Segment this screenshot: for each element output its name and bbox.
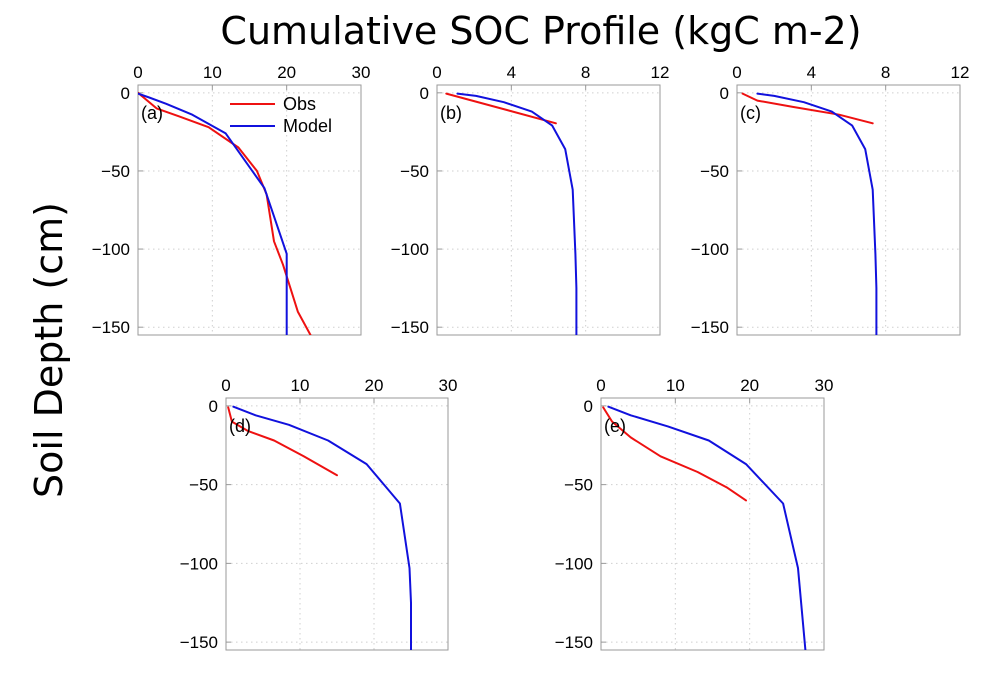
panel-5-ytick-label-1: −50: [564, 476, 593, 495]
panel-5-xtick-label-3: 30: [815, 376, 834, 395]
panel-2-label: (b): [440, 103, 462, 123]
panel-2-xtick-label-2: 8: [581, 63, 590, 82]
panel-4: 0 10 20 30 0 −50 −100 −150 (d): [180, 376, 458, 652]
panel-5-frame: [600, 397, 825, 651]
panel-5-label: (e): [604, 416, 626, 436]
panel-4-xtick-label-1: 10: [291, 376, 310, 395]
panel-3-label: (c): [740, 103, 761, 123]
panel-2: 0 4 8 12 0 −50 −100 −150 (b): [391, 63, 670, 337]
panel-4-ytick-label-1: −50: [189, 476, 218, 495]
panel-1-ytick-label-2: −100: [92, 240, 130, 259]
panel-1-xtick-label-2: 20: [277, 63, 296, 82]
panel-2-xtick-label-1: 4: [507, 63, 516, 82]
panel-5-series-model-line: [607, 405, 807, 650]
panel-4-frame: [225, 397, 449, 651]
panel-2-ytick-label-2: −100: [391, 240, 429, 259]
panel-5: 0 10 20 30 0 −50 −100 −150 (e): [555, 376, 834, 652]
panel-4-xtick-label-2: 20: [365, 376, 384, 395]
panel-3-series-obs-line: [741, 92, 874, 125]
panel-2-ytick-label-0: 0: [420, 84, 429, 103]
panel-5-ytick-label-0: 0: [584, 397, 593, 416]
panel-1-frame: [137, 84, 362, 336]
panel-1-ytick-label-3: −150: [92, 318, 130, 337]
panel-5-xtick-label-0: 0: [596, 376, 605, 395]
panel-2-ytick-label-3: −150: [391, 318, 429, 337]
panel-3-xtick-label-3: 12: [951, 63, 970, 82]
panel-1-xtick-label-3: 30: [352, 63, 371, 82]
panel-1-label: (a): [141, 103, 163, 123]
panel-3-ytick-label-3: −150: [691, 318, 729, 337]
panel-3-xtick-label-2: 8: [881, 63, 890, 82]
panel-4-ytick-label-2: −100: [180, 554, 218, 573]
panel-5-xtick-label-2: 20: [740, 376, 759, 395]
panel-1-ytick-label-1: −50: [101, 162, 130, 181]
panel-2-ytick-label-1: −50: [400, 162, 429, 181]
panel-1-xtick-label-1: 10: [203, 63, 222, 82]
panel-4-ytick-label-3: −150: [180, 633, 218, 652]
panel-1-xtick-label-0: 0: [133, 63, 142, 82]
panel-3-frame: [736, 84, 961, 336]
panel-4-xtick-label-0: 0: [221, 376, 230, 395]
panel-5-xtick-label-1: 10: [666, 376, 685, 395]
legend-label-obs: Obs: [283, 94, 316, 114]
panel-3-series-model-line: [756, 92, 878, 335]
panel-5-ytick-label-3: −150: [555, 633, 593, 652]
panel-3-ytick-label-2: −100: [691, 240, 729, 259]
panel-4-label: (d): [229, 416, 251, 436]
panel-4-series-model-line: [232, 405, 412, 650]
panel-3-ytick-label-0: 0: [720, 84, 729, 103]
figure-title: Cumulative SOC Profile (kgC m-2): [220, 9, 861, 53]
y-axis-label: Soil Depth (cm): [27, 202, 71, 498]
panel-4-ytick-label-0: 0: [209, 397, 218, 416]
panel-2-series-model-line: [456, 92, 578, 335]
panel-5-series-obs-line: [602, 406, 747, 502]
panel-4-xtick-label-3: 30: [439, 376, 458, 395]
panel-3-ytick-label-1: −50: [700, 162, 729, 181]
panel-3-xtick-label-0: 0: [732, 63, 741, 82]
panel-2-xtick-label-3: 12: [651, 63, 670, 82]
panel-1-series-model-line: [138, 92, 288, 335]
panel-3-xtick-label-1: 4: [807, 63, 816, 82]
panel-1-ytick-label-0: 0: [121, 84, 130, 103]
panel-2-xtick-label-0: 0: [432, 63, 441, 82]
panel-5-ytick-label-2: −100: [555, 554, 593, 573]
panel-4-series-obs-line: [227, 406, 338, 477]
panel-3: 0 4 8 12 0 −50 −100 −150 (c): [691, 63, 970, 337]
legend-label-model: Model: [283, 116, 332, 136]
panel-2-series-obs-line: [445, 92, 557, 125]
panel-2-frame: [436, 84, 661, 336]
